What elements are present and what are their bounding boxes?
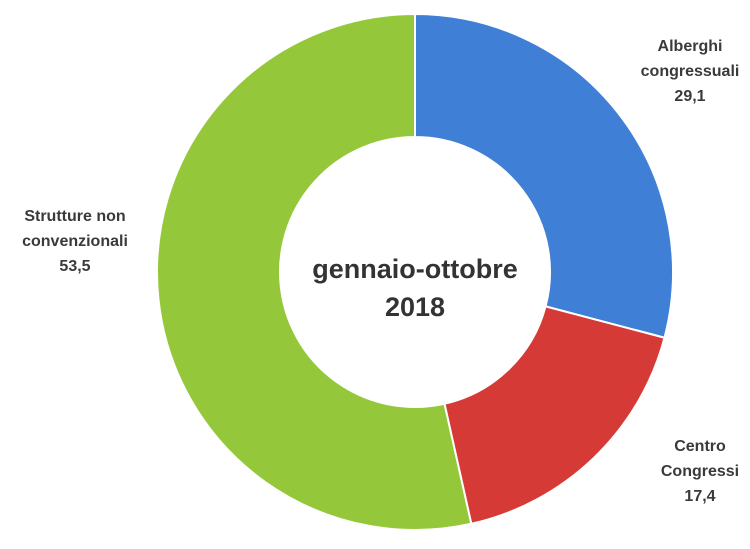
donut-slice (156, 12, 473, 531)
category-label: Centro Congressi (660, 438, 740, 480)
slice-label: Strutture non convenzionali 53,5 (0, 204, 150, 279)
category-label: Strutture non convenzionali (22, 208, 128, 250)
value-label: 29,1 (674, 88, 706, 105)
slice-label: Centro Congressi 17,4 (650, 434, 750, 509)
donut-slice (414, 12, 674, 339)
chart-title: gennaio-ottobre 2018 (312, 254, 518, 322)
donut-slice (443, 305, 666, 525)
slice-label: Alberghi congressuali 29,1 (625, 34, 750, 109)
category-label: Alberghi congressuali (640, 38, 740, 80)
value-label: 53,5 (59, 258, 91, 275)
value-label: 17,4 (684, 488, 716, 505)
